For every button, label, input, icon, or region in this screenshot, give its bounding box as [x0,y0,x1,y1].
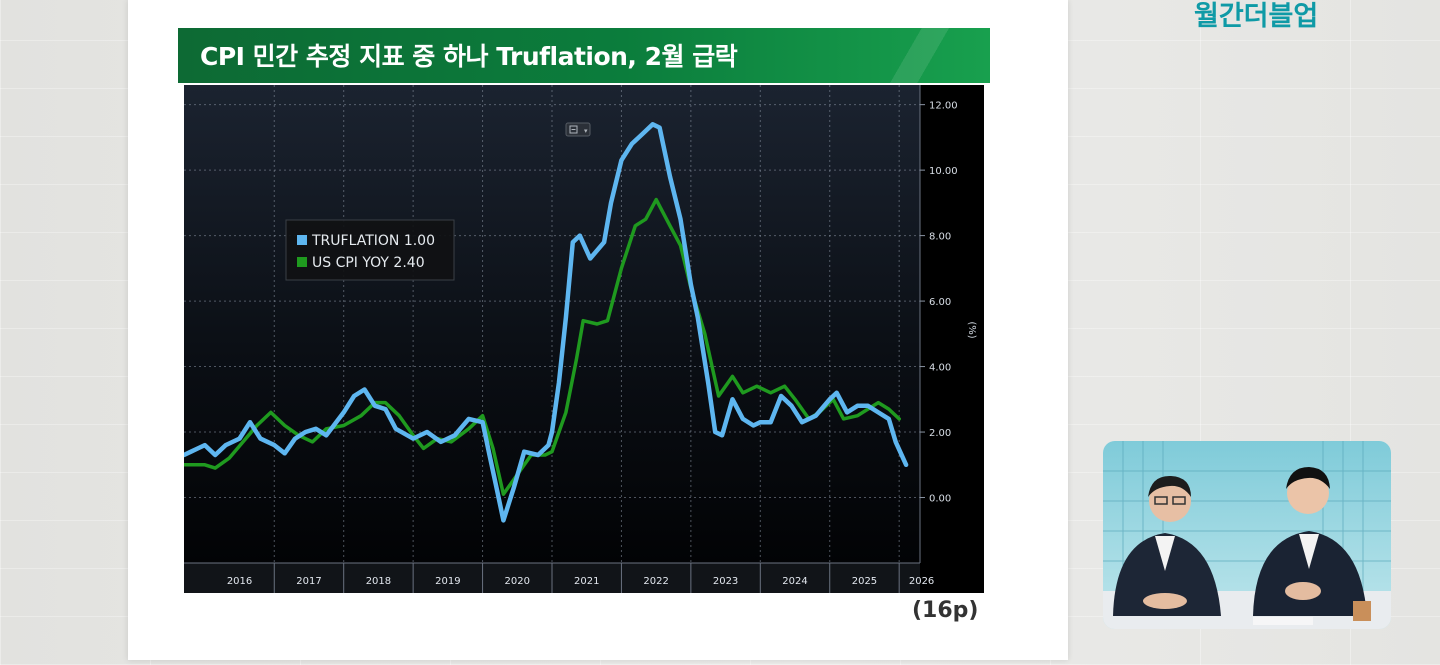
y-axis-panel [920,85,984,563]
y-tick-label: 2.00 [929,428,951,439]
brand-logo: 월간더블업 [1194,1,1319,32]
legend-label-truflation: TRUFLATION 1.00 [311,233,435,249]
x-tick-label: 2024 [782,576,807,587]
x-tick-label: 2026 [909,576,934,587]
y-tick-label: 0.00 [929,494,951,505]
line-chart: 2016 2017 2018 2019 2020 2021 2022 2023 2024 2025… [184,85,984,593]
x-tick-label: 2022 [643,576,668,587]
presenter-video-inset [1103,441,1391,629]
legend-box [285,219,455,281]
slide-title-bar: CPI 민간 추정 지표 중 하나 Truflation, 2월 급락 [178,28,990,83]
presenter-video-image [1103,441,1391,629]
x-tick-label: 2019 [435,576,460,587]
y-tick-label: 4.00 [929,363,951,374]
y-tick-label: 6.00 [929,297,951,308]
x-tick-label: 2023 [713,576,738,587]
y-axis: 0.00 2.00 4.00 6.00 8.00 10.00 12.00 [920,101,958,505]
series-line-us-cpi-yoy [184,197,901,496]
x-axis: 2016 2017 2018 2019 2020 2021 2022 2023 2024 2025… [227,563,934,593]
x-tick-label: 2018 [366,576,391,587]
y-tick-label: 8.00 [929,232,951,243]
legend-swatch-truflation [297,235,307,245]
tooltip-toggle-icon[interactable]: ▾ [565,122,591,137]
slide-title: CPI 민간 추정 지표 중 하나 Truflation, 2월 급락 [200,42,738,71]
series-lines [184,122,909,523]
y-axis-unit: (%) [966,321,977,338]
x-tick-label: 2025 [852,576,877,587]
series-line-truflation [184,122,909,523]
x-tick-label: 2021 [574,576,599,587]
legend-swatch-cpi [297,257,307,267]
y-tick-label: 12.00 [929,101,958,112]
legend-label-cpi: US CPI YOY 2.40 [312,255,425,271]
plot-area [184,85,920,563]
x-tick-label: 2017 [296,576,321,587]
x-tick-label: 2016 [227,576,252,587]
y-tick-label: 10.00 [929,166,958,177]
chart-legend: TRUFLATION 1.00 US CPI YOY 2.40 [285,219,455,281]
x-tick-label: 2020 [505,576,530,587]
page-reference: (16p) [912,598,979,623]
chart-svg: 2016 2017 2018 2019 2020 2021 2022 2023 2024 2025… [184,85,984,593]
svg-text:▾: ▾ [584,127,588,135]
